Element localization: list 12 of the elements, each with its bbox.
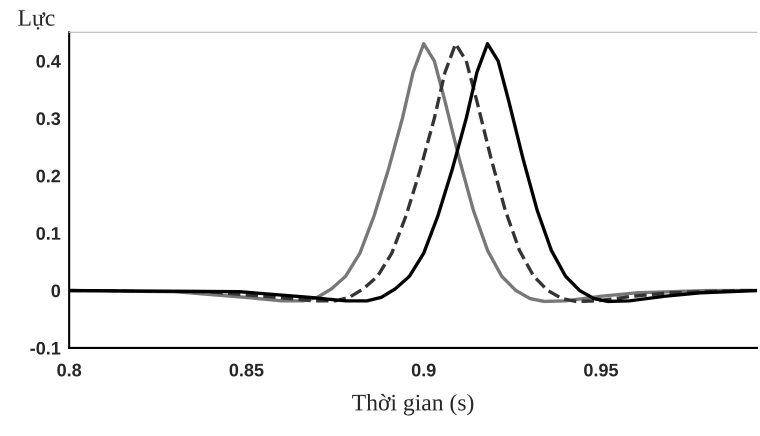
y-axis-title: Lực — [18, 10, 55, 30]
y-tick-label: 0.3 — [36, 112, 60, 126]
y-tick-label: 0 — [52, 284, 60, 298]
y-tick-label: -0.1 — [30, 342, 60, 355]
x-tick-label: 0.8 — [57, 364, 82, 376]
y-tick-label: 0.1 — [36, 227, 60, 240]
x-axis-title: Thời gian (s) — [352, 394, 474, 416]
y-tick-label: 0.4 — [36, 54, 61, 68]
x-tick-label: 0.9 — [412, 364, 436, 376]
x-tick-label: 0.95 — [584, 364, 618, 376]
y-tick-label: 0.2 — [36, 170, 60, 182]
x-tick-label: 0.85 — [230, 364, 264, 376]
